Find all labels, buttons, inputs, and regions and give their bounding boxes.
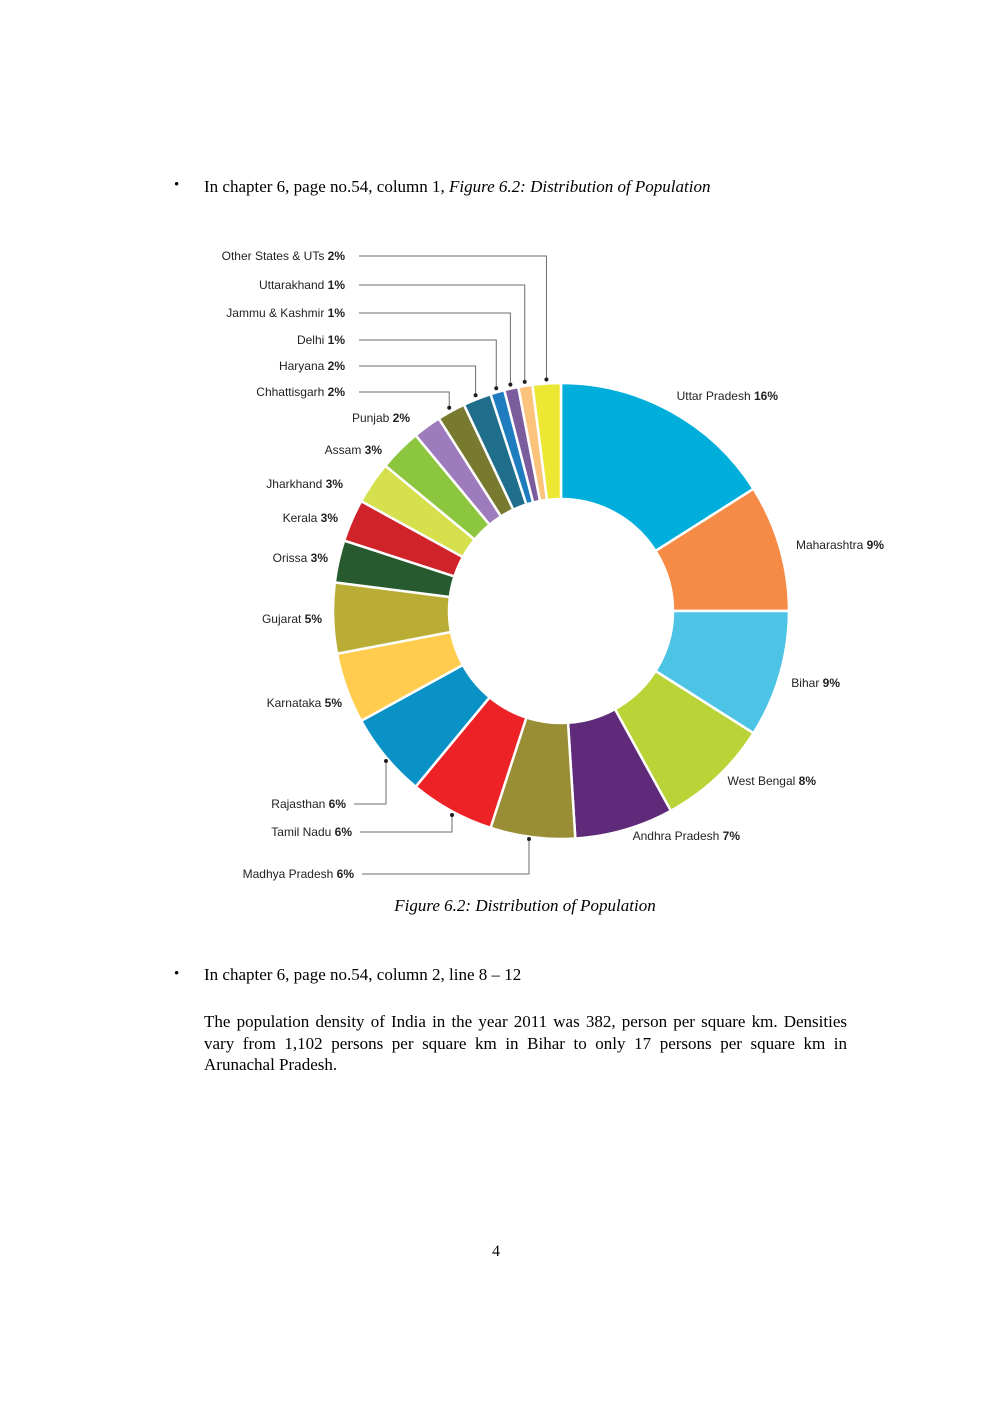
leader-haryana-dot bbox=[473, 393, 478, 398]
leader-rajasthan-dot bbox=[384, 759, 388, 763]
label-madhya-pradesh: Madhya Pradesh 6% bbox=[243, 867, 355, 881]
label-jharkhand: Jharkhand 3% bbox=[266, 477, 343, 491]
leader-jammu-and-kashmir-dot bbox=[508, 382, 513, 387]
label-karnataka: Karnataka 5% bbox=[267, 696, 343, 710]
label-uttar-pradesh: Uttar Pradesh 16% bbox=[677, 389, 779, 403]
leader-tamil-nadu-dot bbox=[450, 813, 454, 817]
figure-caption: Figure 6.2: Distribution of Population bbox=[394, 896, 656, 915]
label-kerala: Kerala 3% bbox=[283, 511, 339, 525]
bullet-marker: • bbox=[174, 177, 180, 193]
slice-uttar-pradesh bbox=[559, 381, 756, 553]
label-assam: Assam 3% bbox=[325, 443, 383, 457]
label-chhattisgarh: Chhattisgarh 2% bbox=[256, 385, 345, 399]
bullet-1-lead: In chapter 6, page no.54, column 1, bbox=[204, 177, 450, 196]
label-haryana: Haryana 2% bbox=[279, 359, 345, 373]
leader-uttarakhand bbox=[359, 284, 526, 382]
leader-other-states-and-uts-dot bbox=[544, 377, 549, 382]
slice-other-states-and-uts bbox=[531, 381, 563, 502]
bullet-1-text: In chapter 6, page no.54, column 1, Figu… bbox=[204, 177, 710, 197]
label-gujarat: Gujarat 5% bbox=[262, 612, 322, 626]
leader-delhi bbox=[359, 339, 497, 389]
label-punjab: Punjab 2% bbox=[352, 411, 410, 425]
leader-tamil-nadu bbox=[360, 813, 453, 833]
label-uttarakhand: Uttarakhand 1% bbox=[259, 278, 345, 292]
leader-chhattisgarh-dot bbox=[447, 405, 452, 410]
label-west-bengal: West Bengal 8% bbox=[728, 774, 817, 788]
leader-other-states-and-uts bbox=[359, 255, 547, 380]
leader-rajasthan bbox=[354, 761, 387, 805]
label-delhi: Delhi 1% bbox=[297, 333, 345, 347]
bullet-2-text: In chapter 6, page no.54, column 2, line… bbox=[204, 965, 522, 984]
population-donut-chart: Uttar Pradesh 16% Maharashtra 9% Bihar 9% W… bbox=[200, 240, 920, 905]
leader-uttarakhand-dot bbox=[522, 379, 527, 384]
label-rajasthan: Rajasthan 6% bbox=[271, 797, 346, 811]
label-tamil-nadu: Tamil Nadu 6% bbox=[271, 825, 352, 839]
chart-svg: Uttar Pradesh 16% Maharashtra 9% Bihar 9% W… bbox=[222, 249, 885, 881]
leader-chhattisgarh bbox=[359, 391, 450, 408]
label-jammu-and-kashmir: Jammu & Kashmir 1% bbox=[226, 306, 345, 320]
bullet-1-figure-ref: Figure 6.2: Distribution of Population bbox=[449, 177, 711, 196]
leader-jammu-and-kashmir bbox=[359, 312, 511, 385]
label-maharashtra: Maharashtra 9% bbox=[796, 538, 884, 552]
leader-madhya-pradesh bbox=[362, 837, 530, 875]
label-andhra-pradesh: Andhra Pradesh 7% bbox=[633, 829, 741, 843]
leader-delhi-dot bbox=[494, 386, 499, 391]
leader-madhya-pradesh-dot bbox=[527, 837, 531, 841]
bullet-marker: • bbox=[174, 966, 180, 982]
page-number: 4 bbox=[492, 1243, 500, 1260]
leader-haryana bbox=[359, 365, 477, 396]
label-other-states-and-uts: Other States & UTs 2% bbox=[222, 249, 346, 263]
label-bihar: Bihar 9% bbox=[791, 676, 840, 690]
density-paragraph: The population density of India in the y… bbox=[204, 1012, 847, 1074]
label-orissa: Orissa 3% bbox=[273, 551, 329, 565]
